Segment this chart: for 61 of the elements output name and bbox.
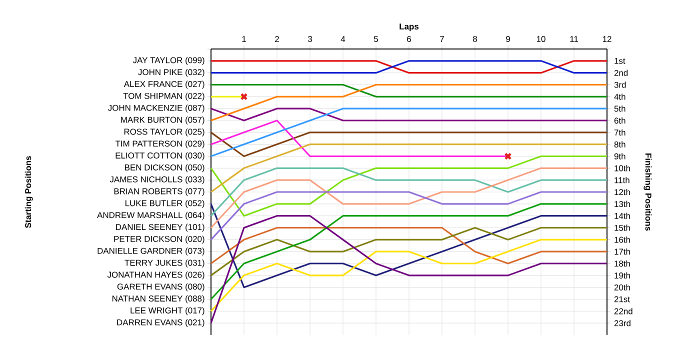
y2-tick-label: 12th [614,188,630,196]
y2-tick-label: 7th [614,129,626,136]
series-label: PETER DICKSON (020) [114,236,204,244]
series-label: JAY TAYLOR (099) [132,56,204,65]
x-tick-label: 8 [473,36,477,42]
y2-tick-label: 4th [614,94,626,100]
series-label: LUKE BUTLER (052) [126,200,204,208]
y2-tick-label: 10th [614,165,630,172]
x-tick-label: 9 [506,36,510,42]
x-tick-label: 10 [536,36,546,42]
series-label: MARK BURTON (057) [121,116,204,124]
text: Starting Positions [24,156,33,228]
series-label: ELIOTT COTTON (030) [116,152,204,160]
y2-tick-label: 8th [614,141,626,148]
x-tick-label: 7 [440,36,444,42]
y2-tick-label: 6th [614,117,626,124]
y2-tick-label: 3rd [614,82,626,88]
y2-tick-label: 23rd [614,320,630,326]
series-label: DANIEL SEENEY (101) [116,224,204,232]
x-axis-title: Laps [400,24,419,32]
y2-tick-label: 13th [614,200,630,208]
series-label: ALEX FRANCE (027) [124,80,204,89]
y2-tick-label: 19th [614,272,630,279]
y2-tick-label: 14th [614,212,630,219]
y2-axis-title: Finishing Positions [644,154,652,231]
y2-tick-label: 2nd [614,70,628,76]
series-label: ANDREW MARSHALL (064) [97,212,204,220]
series-label: BEN DICKSON (050) [125,164,204,172]
x-tick-label: 3 [308,36,312,42]
y2-tick-label: 11th [614,176,630,184]
text: DANIELLE GARDNER (073) [98,248,204,256]
series-label: LEE WRIGHT (017) [130,307,204,316]
y2-tick-label: 17th [614,248,630,255]
x-tick-label: 6 [407,36,411,42]
y2-tick-label: 1st [614,58,626,64]
series-label: DARREN EVANS (021) [117,319,204,328]
series-label: NATHAN SEENEY (088) [112,295,204,304]
series-label: TERRY JUKES (031) [124,260,204,268]
text: JAMES NICHOLLS (033) [110,176,204,184]
y2-tick-label: 20th [614,284,630,290]
y2-tick-label: 18th [614,260,630,267]
x-tick-label: 11 [570,36,578,42]
x-tick-label: 1 [242,36,246,42]
series-label: TIM PATTERSON (029) [115,140,204,148]
y2-tick-label: 16th [614,236,630,243]
x-tick-label: 12 [602,36,612,42]
x-tick-label: 2 [275,36,279,42]
y2-tick-label: 5th [614,105,626,112]
y2-tick-label: 21st [614,296,630,302]
x-tick-label: 4 [340,36,346,42]
x-tick-label: 5 [374,36,378,42]
series-label: JOHN MACKENZIE (087) [108,104,204,113]
series-label: ROSS TAYLOR (025) [124,128,204,136]
y2-tick-label: 15th [614,224,630,231]
series-label: JONATHAN HAYES (026) [107,271,204,280]
y2-tick-label: 22nd [614,308,632,314]
y2-tick-label: 9th [614,153,626,160]
series-label: TOM SHIPMAN (022) [123,92,204,101]
series-label: JOHN PIKE (032) [138,68,204,77]
series-label: BRIAN ROBERTS (077) [114,188,204,196]
text: GARETH EVANS (080) [117,283,204,292]
